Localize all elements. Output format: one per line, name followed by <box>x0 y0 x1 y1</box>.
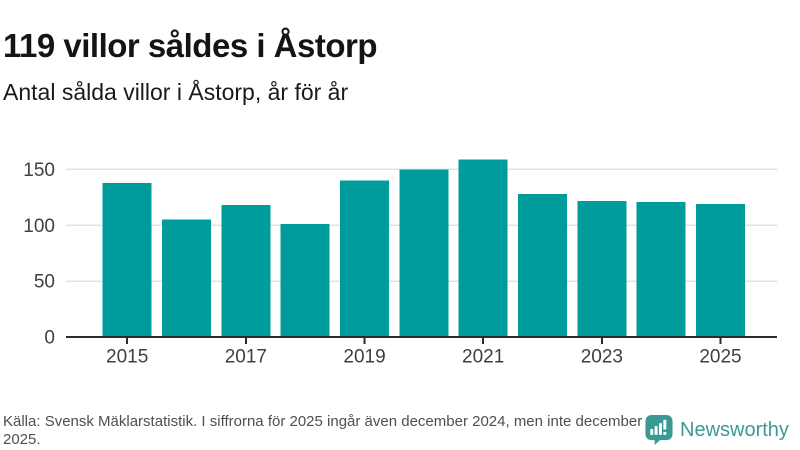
x-tick-label-2015: 2015 <box>106 347 148 368</box>
y-tick-label-50: 50 <box>34 272 55 293</box>
bar-2025 <box>696 204 745 337</box>
x-tick-label-2017: 2017 <box>225 347 267 368</box>
brand-name: Newsworthy <box>680 418 789 441</box>
bar-2016 <box>162 219 211 337</box>
bar-chart: 0 50 100 150 2015 2017 2019 2021 2023 2025 <box>23 159 777 368</box>
logo-bar-1 <box>650 429 654 435</box>
logo-bar-2 <box>654 426 658 435</box>
y-tick-label-0: 0 <box>44 328 55 349</box>
logo-exclamation-bar <box>663 419 667 430</box>
newsworthy-speech-bubble-barchart-icon <box>645 415 673 445</box>
x-tick-label-2019: 2019 <box>343 347 385 368</box>
chart-subtitle: Antal sålda villor i Åstorp, år för år <box>3 79 349 105</box>
source-note: Källa: Svensk Mäklarstatistik. I siffror… <box>3 413 643 448</box>
bar-2018 <box>280 224 330 337</box>
page-title: 119 villor såldes i Åstorp <box>3 27 378 65</box>
bar-2020 <box>399 169 449 337</box>
x-tick-label-2025: 2025 <box>699 347 741 368</box>
y-tick-label-150: 150 <box>23 160 55 181</box>
bar-2017 <box>221 205 271 337</box>
bar-2015 <box>102 182 152 337</box>
x-tick-label-2023: 2023 <box>581 347 623 368</box>
bar-2023 <box>577 200 627 337</box>
bar-2022 <box>518 194 567 337</box>
x-tick-label-2021: 2021 <box>462 347 504 368</box>
bar-2021 <box>458 159 508 337</box>
y-tick-label-100: 100 <box>23 216 55 237</box>
logo-bar-3 <box>659 423 662 435</box>
bar-2024 <box>636 201 686 337</box>
bar-2019 <box>340 180 389 337</box>
logo-exclamation-dot <box>663 431 667 435</box>
newsworthy-logo: Newsworthy <box>645 415 789 445</box>
